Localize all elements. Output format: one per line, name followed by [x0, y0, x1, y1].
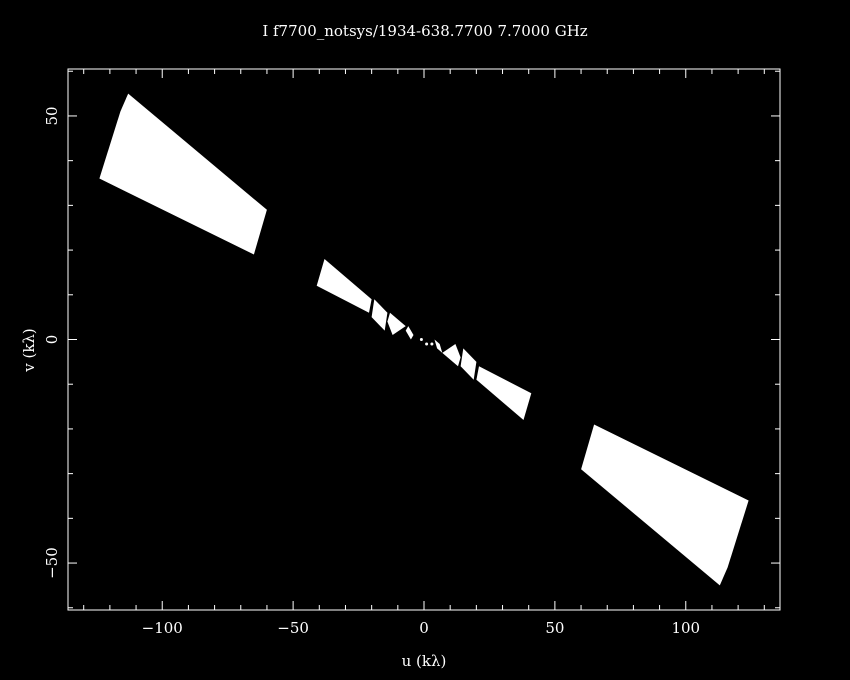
uv-track-region-3	[371, 299, 388, 331]
uv-point-1	[419, 338, 423, 341]
y-axis-label: v (kλ)	[20, 328, 38, 373]
uv-track-region-4	[387, 312, 406, 335]
uv-track-region-9	[476, 366, 532, 420]
x-tick-label: 0	[419, 619, 429, 637]
x-tick-label: −50	[277, 619, 309, 637]
x-tick-label: 100	[671, 619, 700, 637]
uv-track-region-6	[434, 339, 443, 353]
uv-track-region-10	[581, 424, 749, 586]
uv-point-3	[430, 342, 434, 346]
uv-track-region-7	[442, 344, 461, 367]
chart-title: I f7700_notsys/1934-638.7700 7.7000 GHz	[262, 22, 587, 40]
y-tick-label: 0	[43, 335, 61, 345]
x-tick-label: −100	[142, 619, 183, 637]
uv-track-region-2	[316, 259, 372, 313]
uv-track-region-5	[405, 326, 414, 340]
x-axis-label: u (kλ)	[402, 652, 447, 670]
uv-point-2	[425, 342, 429, 346]
data-layer	[99, 93, 749, 586]
tick-layer	[68, 69, 780, 610]
uv-track-region-1	[99, 93, 267, 255]
tick-label-layer: −100 −50 0 50 100 −50 0 50	[43, 106, 700, 637]
y-tick-label: −50	[43, 547, 61, 579]
x-tick-label: 50	[545, 619, 564, 637]
y-tick-label: 50	[43, 106, 61, 125]
uv-track-region-8	[460, 348, 477, 380]
